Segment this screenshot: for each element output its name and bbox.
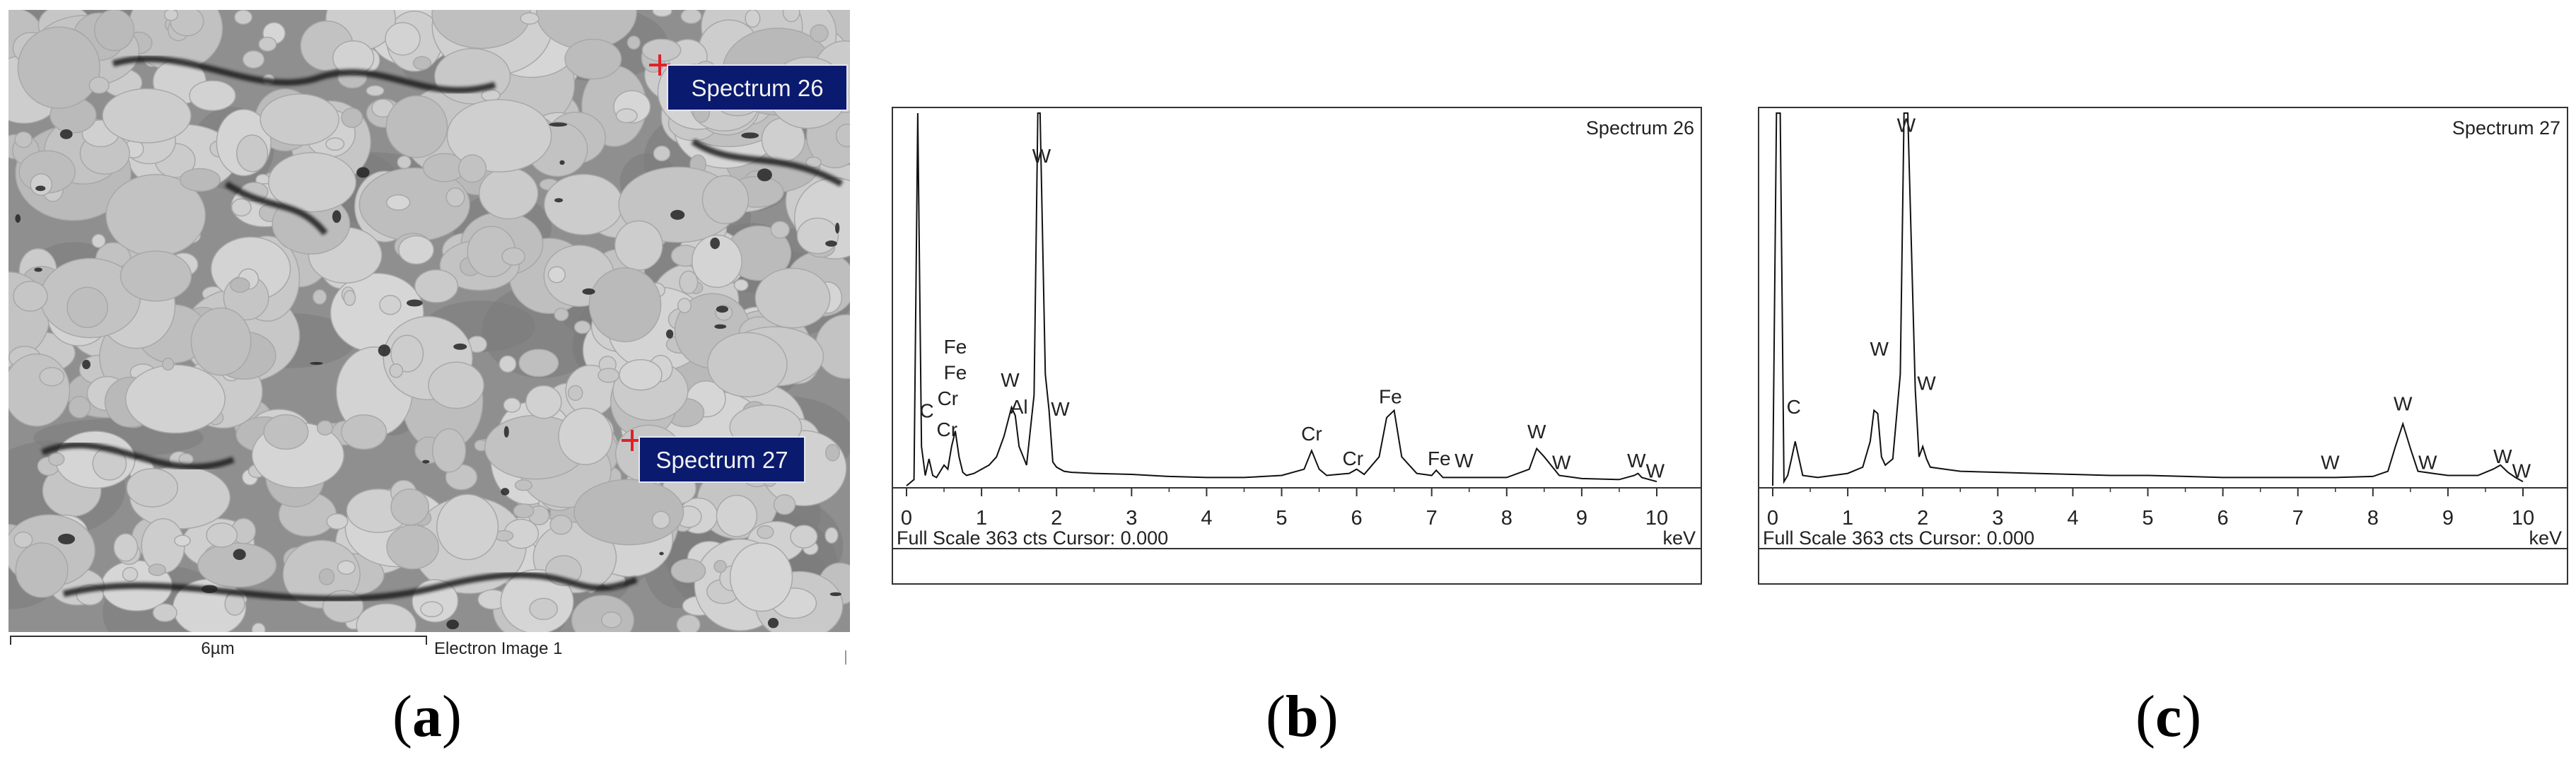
spectrum-26-peak-label-7: W xyxy=(1032,145,1051,167)
spectrum-26-label: Spectrum 26 xyxy=(691,75,823,101)
spectrum-27-xtick-label-3: 3 xyxy=(1992,507,2003,530)
spectrum-26-marker: Spectrum 26 xyxy=(649,54,848,111)
spectrum-27-peak-label-4: W xyxy=(2321,452,2340,474)
spectrum-27-xtick-label-0: 0 xyxy=(1767,507,1778,530)
spectrum-26-peak-label-12: Fe xyxy=(1428,448,1451,469)
spectrum-26-peak-label-11: Fe xyxy=(1379,385,1402,407)
spectrum-26-xtick-label-7: 7 xyxy=(1426,507,1438,530)
spectrum-27-title: Spectrum 27 xyxy=(2452,117,2560,139)
spectrum-27-peak-label-6: W xyxy=(2418,452,2437,474)
spectrum-27-xtick-label-4: 4 xyxy=(2067,507,2078,530)
spectrum-27-peak-label-7: W xyxy=(2493,445,2512,467)
spectrum-27-xtick-label-6: 6 xyxy=(2217,507,2229,530)
spectrum-27-xtick-label-8: 8 xyxy=(2367,507,2379,530)
spectrum-26-peak-label-1: Cr xyxy=(937,419,958,440)
spectrum-27-xtick-label-10: 10 xyxy=(2512,507,2534,530)
electron-image-label: Electron Image 1 xyxy=(434,639,562,658)
spectrum-26-peak-label-16: W xyxy=(1627,450,1646,472)
spectrum-26-peak-label-9: Cr xyxy=(1301,423,1322,445)
spectrum-27-peak-label-3: W xyxy=(1917,372,1936,394)
spectrum-26-frame xyxy=(892,107,1702,585)
spectrum-26-xtick-label-5: 5 xyxy=(1276,507,1287,530)
spectrum-27-trace xyxy=(1772,112,2524,486)
spectrum-26-trace xyxy=(906,112,1657,486)
spectrum-27-xtick-label-1: 1 xyxy=(1842,507,1853,530)
spectrum-27-xlabel: keV xyxy=(2529,527,2562,549)
spectrum-27-peak-label-2: W xyxy=(1897,114,1916,136)
spectrum-26-xtick-label-4: 4 xyxy=(1201,507,1212,530)
spectrum-26-peak-label-3: Fe xyxy=(944,362,967,384)
spectrum-26-xtick-label-3: 3 xyxy=(1126,507,1137,530)
spectrum-26-xtick-label-2: 2 xyxy=(1051,507,1062,530)
spectrum-27-peak-label-1: W xyxy=(1870,338,1889,360)
spectrum-27-frame xyxy=(1758,107,2568,585)
spectrum-27-marker: Spectrum 27 xyxy=(622,430,805,483)
spectrum-26-xlabel: keV xyxy=(1662,527,1696,549)
spectrum-26-peak-label-10: Cr xyxy=(1343,448,1364,469)
electron-image: Spectrum 26 Spectrum 27 6µm Electron Ima… xyxy=(8,10,850,665)
spectrum-27-xtick-label-2: 2 xyxy=(1917,507,1928,530)
spectrum-27-xtick-label-9: 9 xyxy=(2442,507,2454,530)
spectrum-27-peak-label-0: C xyxy=(1787,396,1801,418)
spectrum-27-peak-label-5: W xyxy=(2394,392,2413,414)
spectrum-27-label: Spectrum 27 xyxy=(655,447,788,473)
spectrum-26-peak-label-5: W xyxy=(1001,369,1020,391)
spectrum-26-peak-label-2: Cr xyxy=(938,387,959,409)
spectrum-26-xtick-label-0: 0 xyxy=(901,507,912,530)
spectrum-26-peak-label-15: W xyxy=(1552,452,1571,474)
spectrum-26-peak-label-8: W xyxy=(1051,398,1070,420)
spectrum-26-peak-label-6: Al xyxy=(1010,396,1028,418)
spectrum-26-footer: Full Scale 363 cts Cursor: 0.000 xyxy=(897,527,1168,549)
spectrum-26-title: Spectrum 26 xyxy=(1586,117,1694,139)
caption-b: (b) xyxy=(1266,684,1339,749)
caption-a: (a) xyxy=(392,684,462,749)
sem-panel: Spectrum 26 Spectrum 27 6µm Electron Ima… xyxy=(0,0,870,679)
spectrum-26-xtick-label-6: 6 xyxy=(1351,507,1363,530)
spectrum-26-peak-label-17: W xyxy=(1646,460,1665,481)
spectrum-26-xtick-label-9: 9 xyxy=(1576,507,1587,530)
spectrum-26-peak-label-0: C xyxy=(920,400,934,422)
scale-bar: 6µm Electron Image 1 xyxy=(10,636,846,665)
spectrum-26-peak-label-14: W xyxy=(1527,421,1546,443)
spectrum-27-xtick-label-5: 5 xyxy=(2142,507,2153,530)
spectrum-27-peak-label-8: W xyxy=(2512,460,2531,481)
spectrum-26-xtick-label-10: 10 xyxy=(1645,507,1668,530)
spectrum-26-xtick-label-1: 1 xyxy=(976,507,987,530)
spectrum-26-xtick-label-8: 8 xyxy=(1501,507,1513,530)
spectrum-27-xtick-label-7: 7 xyxy=(2292,507,2304,530)
spectrum-26-peak-label-13: W xyxy=(1455,450,1474,472)
spectrum-27-footer: Full Scale 363 cts Cursor: 0.000 xyxy=(1763,527,2034,549)
spectrum-26-peak-label-4: Fe xyxy=(944,336,967,358)
caption-c: (c) xyxy=(2135,684,2202,749)
scale-bar-label: 6µm xyxy=(201,639,234,658)
